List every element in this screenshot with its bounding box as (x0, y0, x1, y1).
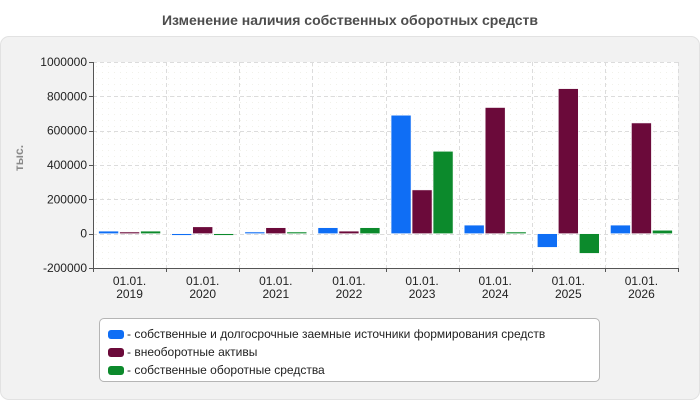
bar-2-2020 (192, 226, 213, 234)
bar-1-2021 (244, 231, 266, 234)
y-tick-label: 800000 (47, 89, 87, 103)
x-tick-label: 2020 (189, 287, 216, 301)
x-tick-label: 2019 (116, 287, 143, 301)
bar-3-2019 (140, 230, 161, 234)
bar-1-2023 (390, 114, 412, 234)
x-tick-label: 01.01. (552, 274, 585, 288)
x-tick-labels: 01.01.201901.01.202001.01.202101.01.2022… (113, 274, 658, 301)
bar-2-2026 (631, 122, 652, 234)
bar-1-2020 (171, 233, 192, 236)
x-tick-label: 2021 (262, 287, 289, 301)
y-tick-labels: -200000 0 200000 400000 600000 800000 1000000 (40, 55, 87, 275)
x-tick-label: 2024 (482, 287, 509, 301)
x-tick-label: 01.01. (113, 274, 146, 288)
x-tick-label: 01.01. (625, 274, 658, 288)
x-tick-label: 01.01. (405, 274, 438, 288)
legend-label: - внеоборотные активы (127, 345, 258, 359)
bar-3-2020 (213, 233, 234, 236)
legend-item-1: - собственные и долгосрочные заемные ист… (108, 325, 591, 343)
bar-3-2022 (359, 227, 381, 234)
bar-3-2024 (505, 231, 527, 234)
legend-swatch (108, 365, 124, 375)
x-tick-label: 2022 (336, 287, 363, 301)
bar-2-2021 (265, 227, 287, 234)
bar-3-2021 (286, 231, 308, 234)
legend-item-2: - внеоборотные активы (108, 343, 591, 361)
x-tick-label: 2023 (409, 287, 436, 301)
legend-label: - собственные и долгосрочные заемные ист… (127, 327, 546, 341)
legend-swatch (108, 347, 124, 357)
bar-1-2022 (317, 227, 339, 234)
bar-1-2026 (610, 224, 631, 234)
y-tick-label: -200000 (43, 261, 87, 275)
bar-2-2023 (411, 189, 433, 234)
bar-1-2019 (98, 230, 119, 234)
y-tick-label: 0 (80, 227, 87, 241)
legend-label: - собственные оборотные средства (127, 363, 325, 377)
x-tick-label: 01.01. (332, 274, 365, 288)
legend-item-3: - собственные оборотные средства (108, 361, 591, 379)
y-axis-label: тыс. (12, 145, 26, 171)
bar-3-2025 (579, 233, 600, 254)
y-tick-label: 1000000 (40, 55, 87, 69)
bar-2-2025 (558, 88, 579, 234)
bar-2-2019 (119, 231, 140, 234)
axes (89, 62, 679, 272)
y-tick-label: 200000 (47, 192, 87, 206)
chart-title: Изменение наличия собственных оборотных … (161, 12, 539, 28)
x-tick-label: 01.01. (186, 274, 219, 288)
y-tick-label: 600000 (47, 124, 87, 138)
bar-3-2023 (432, 150, 454, 234)
bar-2-2022 (338, 230, 360, 234)
chart-legend: - собственные и долгосрочные заемные ист… (99, 318, 600, 382)
x-tick-label: 2026 (628, 287, 655, 301)
bar-3-2026 (652, 229, 673, 234)
bar-1-2024 (463, 224, 485, 234)
bars (98, 88, 673, 254)
x-tick-label: 01.01. (479, 274, 512, 288)
legend-swatch (108, 329, 124, 339)
y-tick-label: 400000 (47, 158, 87, 172)
bar-1-2025 (537, 233, 558, 248)
bar-2-2024 (484, 107, 506, 234)
x-tick-label: 2025 (555, 287, 582, 301)
x-tick-label: 01.01. (259, 274, 292, 288)
